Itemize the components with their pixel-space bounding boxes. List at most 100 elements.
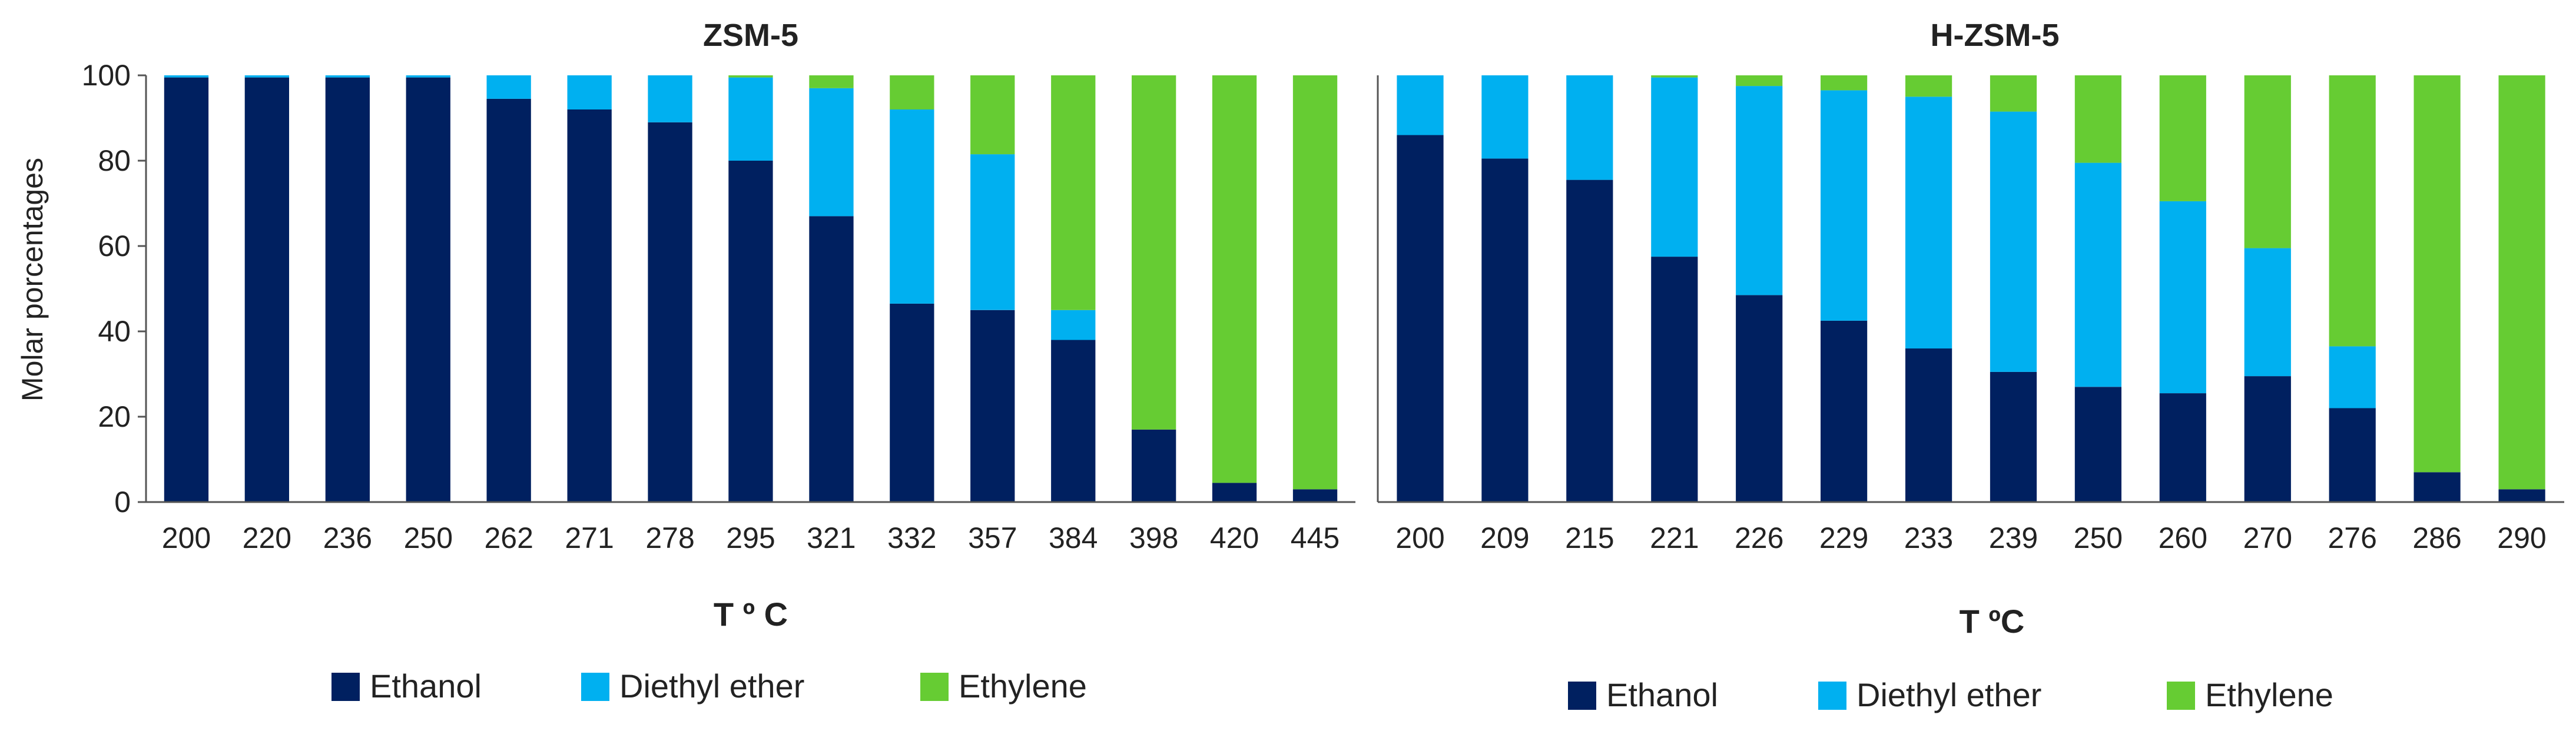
x-tick-label: 290 — [2497, 521, 2546, 554]
bar-segment-ethylene — [2244, 75, 2291, 248]
bar-segment-diethyl-ether — [970, 154, 1015, 310]
x-tick-label: 221 — [1650, 521, 1699, 554]
tick-group: 200 209 215 221 226 229 233 239 250 260 270 276 286 2… — [1395, 521, 2546, 554]
x-tick-label: 209 — [1480, 521, 1529, 554]
x-tick-label: 229 — [1819, 521, 1868, 554]
bar-segment-ethanol — [1292, 489, 1338, 503]
legend: Ethanol Diethyl ether Ethylene — [1568, 676, 2333, 713]
bar-segment-diethyl-ether — [486, 75, 531, 99]
x-tick-label: 384 — [1049, 521, 1098, 554]
bar-segment-diethyl-ether — [809, 88, 854, 217]
bar-segment-ethanol — [1132, 429, 1176, 503]
bar-segment-ethanol — [1990, 371, 2037, 502]
bar-segment-diethyl-ether — [1651, 77, 1698, 257]
legend-swatch-ethylene — [2167, 682, 2195, 710]
x-axis-label: T ºC — [1960, 603, 2025, 640]
x-tick-label: 271 — [565, 521, 614, 554]
bar-segment-ethanol — [1051, 340, 1096, 502]
legend: Ethanol Diethyl ether Ethylene — [331, 667, 1087, 705]
x-tick-label: 420 — [1210, 521, 1259, 554]
x-tick-label: 200 — [1395, 521, 1444, 554]
x-tick-label: 250 — [2074, 521, 2123, 554]
legend-swatch-ethanol — [331, 673, 360, 701]
bar-segment-diethyl-ether — [1990, 111, 2037, 372]
bar-segment-ethylene — [1990, 75, 2037, 112]
bar-segment-diethyl-ether — [406, 75, 450, 78]
legend-label-diethyl-ether: Diethyl ether — [619, 667, 804, 705]
x-tick-label: 332 — [887, 521, 936, 554]
bar-segment-diethyl-ether — [567, 75, 612, 109]
bar-segment-ethylene — [2413, 75, 2461, 473]
chart-panel-h-zsm5: H-ZSM-5 200 209 215 221 226 229 233 239 250 260 27… — [1377, 18, 2564, 713]
y-axis-label: Molar porcentages — [16, 158, 49, 401]
bar-segment-ethylene — [1132, 75, 1176, 430]
bar-segment-ethanol — [1212, 483, 1257, 502]
bar-segment-ethanol — [406, 77, 450, 503]
bar-segment-diethyl-ether — [1051, 310, 1096, 340]
bar-segment-ethanol — [648, 122, 692, 503]
bar-segment-ethanol — [1736, 295, 1783, 502]
bar-segment-ethylene — [2074, 75, 2121, 163]
bar-segment-diethyl-ether — [2074, 162, 2121, 387]
bar-segment-ethanol — [2413, 472, 2461, 503]
bar-segment-ethanol — [809, 216, 854, 502]
x-tick-label: 250 — [404, 521, 453, 554]
x-tick-label: 276 — [2328, 521, 2376, 554]
bar-segment-ethanol — [2074, 387, 2121, 503]
bar-segment-ethanol — [164, 77, 209, 503]
bar-segment-ethylene — [728, 75, 773, 78]
bar-segment-ethanol — [1905, 348, 1952, 502]
bar-segment-ethylene — [2159, 75, 2206, 201]
bar-segment-ethanol — [2498, 489, 2545, 503]
x-tick-label: 236 — [323, 521, 372, 554]
legend-swatch-diethyl-ether — [1818, 682, 1846, 710]
y-tick-label: 20 — [98, 400, 131, 433]
chart-panel-zsm5: ZSM-5 Molar porcentages 200 220 236 250 262 2… — [16, 18, 1355, 705]
bar-segment-ethylene — [970, 75, 1015, 155]
chart-title: ZSM-5 — [703, 18, 798, 53]
x-tick-label: 220 — [243, 521, 291, 554]
bar-segment-diethyl-ether — [1397, 75, 1444, 135]
bar-segment-ethylene — [1212, 75, 1257, 483]
bar-segment-ethylene — [2329, 75, 2376, 347]
legend-label-ethylene: Ethylene — [959, 667, 1087, 705]
x-tick-label: 200 — [162, 521, 211, 554]
x-tick-label: 357 — [968, 521, 1017, 554]
bar-segment-diethyl-ether — [728, 77, 773, 161]
bar-segment-diethyl-ether — [1736, 86, 1783, 295]
y-tick-label: 40 — [98, 315, 131, 348]
x-tick-label: 270 — [2243, 521, 2292, 554]
bar-segment-ethylene — [1051, 75, 1096, 310]
x-tick-label: 233 — [1904, 521, 1953, 554]
bar-segment-ethanol — [1397, 135, 1444, 502]
bar-segment-ethanol — [890, 303, 934, 502]
bar-segment-diethyl-ether — [1821, 90, 1868, 321]
bar-segment-diethyl-ether — [1481, 75, 1529, 159]
x-tick-label: 239 — [1989, 521, 2038, 554]
x-tick-label: 278 — [645, 521, 694, 554]
bar-segment-diethyl-ether — [164, 75, 209, 78]
legend-swatch-ethylene — [920, 673, 949, 701]
bar-segment-diethyl-ether — [2159, 201, 2206, 394]
y-tick-label: 0 — [114, 486, 131, 519]
bar-segment-diethyl-ether — [2244, 248, 2291, 377]
x-tick-label: 445 — [1291, 521, 1340, 554]
bar-segment-diethyl-ether — [1566, 75, 1613, 180]
bar-segment-ethylene — [1651, 75, 1698, 78]
x-axis-label: T º C — [714, 596, 788, 633]
legend-label-ethanol: Ethanol — [1606, 676, 1718, 713]
x-tick-label: 260 — [2159, 521, 2207, 554]
legend-swatch-diethyl-ether — [581, 673, 609, 701]
bar-segment-ethanol — [325, 77, 370, 503]
bar-segment-ethylene — [1736, 75, 1783, 87]
bar-segment-diethyl-ether — [890, 109, 934, 304]
bar-segment-ethanol — [2329, 408, 2376, 502]
y-tick-label: 60 — [98, 230, 131, 262]
tick-group: 200 220 236 250 262 271 278 295 321 332 357 384 398 4… — [82, 59, 1340, 554]
bar-segment-ethanol — [970, 310, 1015, 503]
bar-segment-ethanol — [1651, 257, 1698, 502]
bar-segment-ethylene — [2498, 75, 2545, 490]
bar-segment-ethylene — [890, 75, 934, 109]
x-tick-label: 215 — [1565, 521, 1614, 554]
